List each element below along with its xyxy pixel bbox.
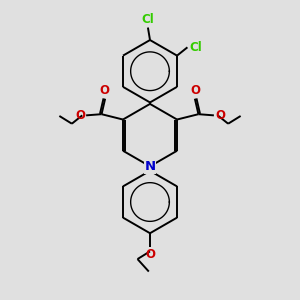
Text: Cl: Cl [189,41,202,54]
Text: O: O [190,84,200,97]
Text: Cl: Cl [142,13,154,26]
Text: N: N [144,160,156,173]
Text: O: O [145,248,155,261]
Text: O: O [215,109,225,122]
Text: O: O [75,109,85,122]
Text: O: O [100,84,110,97]
